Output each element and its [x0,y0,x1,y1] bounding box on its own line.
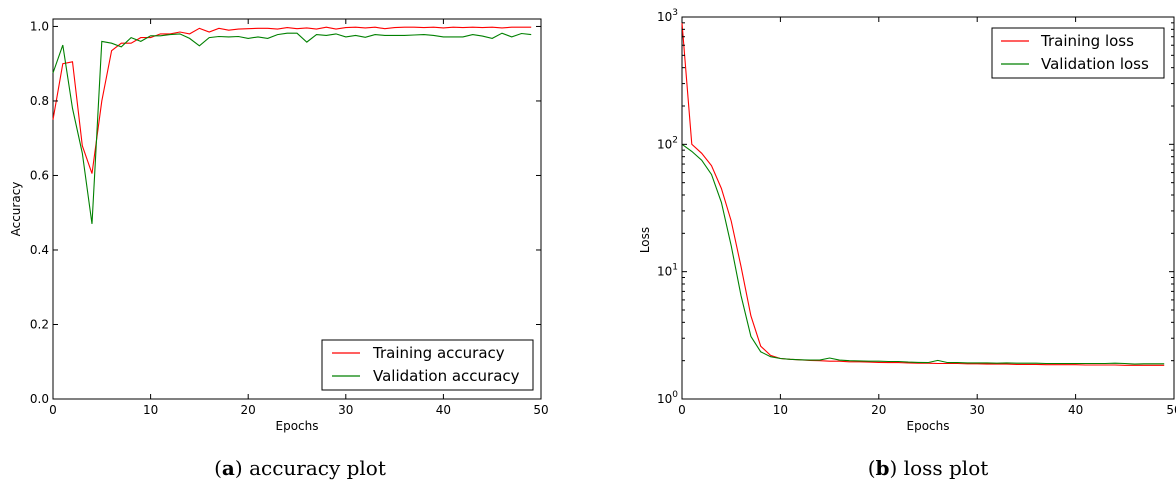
loss-plot-frame [681,16,1175,400]
loss-x-tick-label: 0 [678,403,686,417]
loss-series-line-training [681,22,1165,366]
accuracy-y-tick-label: 0.0 [30,392,49,406]
accuracy-y-tick-label: 0.6 [30,168,49,182]
loss-legend-box [991,27,1165,79]
accuracy-y-tick-label: 1.0 [30,19,49,33]
accuracy-plot-frame [52,18,542,400]
loss-x-tick-label: 50 [1166,403,1176,417]
loss-x-tick-label: 20 [871,403,886,417]
loss-series-line-validation [681,143,1165,365]
accuracy-x-tick-label: 0 [49,403,57,417]
loss-y-tick-label: 100 [657,390,678,406]
legend-label-training-accuracy: Training accuracy [372,344,505,362]
legend-label-validation-loss: Validation loss [1041,55,1149,73]
loss-axis-ticks: 0 10 20 30 40 50 100 101 102 103 [657,8,1176,417]
accuracy-axis-ticks: 0 10 20 30 40 50 0.0 0.2 0.4 0.6 0.8 1.0 [30,19,549,417]
loss-x-tick-label: 30 [970,403,985,417]
loss-caption-text: loss plot [904,456,989,480]
loss-chart: 0 10 20 30 40 50 100 101 102 103 Epochs Loss Trai… [638,8,1176,480]
accuracy-y-tick-label: 0.4 [30,243,49,257]
accuracy-chart: 0 10 20 30 40 50 0.0 0.2 0.4 0.6 0.8 1.0 Epochs Acc… [9,18,549,480]
accuracy-caption-letter: a [222,456,235,480]
loss-legend: Training loss Validation loss [991,27,1165,79]
loss-series-group [681,22,1165,366]
accuracy-series-line-training [52,26,532,174]
accuracy-series-group [52,26,532,224]
legend-label-validation-accuracy: Validation accuracy [373,367,520,385]
loss-x-tick-label: 10 [773,403,788,417]
accuracy-legend: Training accuracy Validation accuracy [321,339,534,391]
accuracy-legend-box [321,339,534,391]
loss-x-axis-label: Epochs [907,419,950,433]
accuracy-x-tick-label: 10 [143,403,158,417]
accuracy-x-tick-label: 40 [436,403,451,417]
accuracy-caption: (a) accuracy plot [214,456,386,480]
loss-y-tick-label: 102 [657,135,678,151]
accuracy-y-tick-label: 0.2 [30,317,49,331]
loss-y-tick-label: 103 [657,8,678,24]
loss-x-tick-label: 40 [1068,403,1083,417]
accuracy-y-axis-label: Accuracy [9,182,23,237]
loss-y-tick-label: 101 [657,263,678,279]
loss-caption-letter: b [876,456,890,480]
accuracy-x-tick-label: 20 [241,403,256,417]
accuracy-y-tick-label: 0.8 [30,94,49,108]
accuracy-caption-text: accuracy plot [249,456,386,480]
accuracy-series-line-validation [52,32,532,224]
accuracy-x-axis-label: Epochs [276,419,319,433]
loss-y-axis-label: Loss [638,227,652,253]
legend-label-training-loss: Training loss [1040,32,1134,50]
loss-caption: (b) loss plot [868,456,989,480]
accuracy-x-tick-label: 50 [533,403,548,417]
accuracy-x-tick-label: 30 [338,403,353,417]
